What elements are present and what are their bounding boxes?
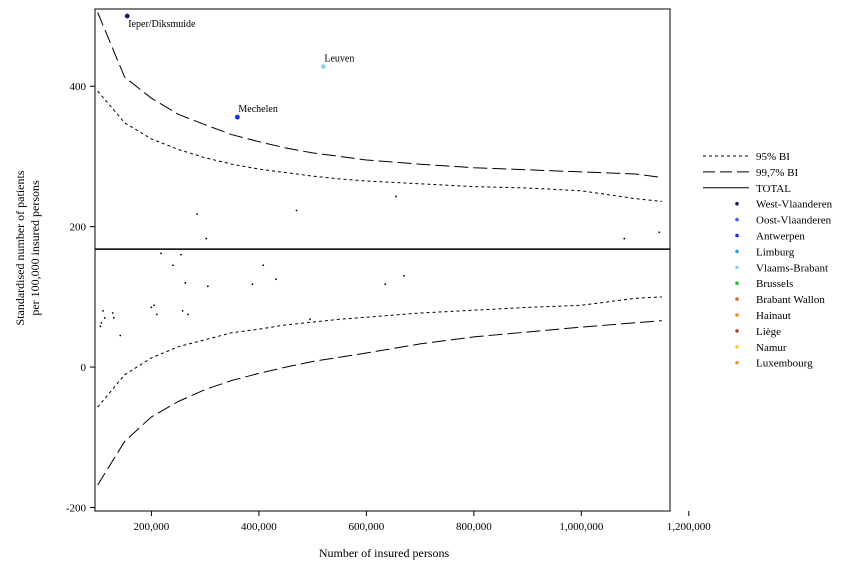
data-point <box>150 306 153 309</box>
legend-label: Liège <box>756 326 781 338</box>
x-tick-label: 1,000,000 <box>559 521 604 533</box>
legend-marker <box>735 249 739 254</box>
legend-marker <box>735 265 739 270</box>
data-point <box>395 195 397 198</box>
legend-label: Brussels <box>756 278 793 290</box>
data-point <box>262 264 265 267</box>
legend-marker <box>735 345 739 349</box>
data-point <box>103 317 106 319</box>
legend-label: 95% BI <box>756 151 790 163</box>
data-point <box>205 237 208 240</box>
legend-label: Brabant Wallon <box>756 294 825 306</box>
point-label: Leuven <box>324 54 354 65</box>
data-point <box>181 310 184 312</box>
legend-marker <box>735 329 739 333</box>
x-axis-title: Number of insured persons <box>319 546 450 560</box>
data-point <box>112 317 115 319</box>
y-axis-title-line-2: per 100,000 insured persons <box>28 180 42 316</box>
legend-marker <box>735 281 739 286</box>
legend-label: Limburg <box>756 246 795 258</box>
y-tick-label: 200 <box>70 222 87 234</box>
x-tick-label: 1,200,000 <box>667 521 712 533</box>
data-point <box>403 274 405 277</box>
data-point <box>184 281 187 284</box>
data-point-highlighted <box>320 64 326 69</box>
legend-label: TOTAL <box>756 183 791 195</box>
legend-label: West-Vlaanderen <box>756 199 833 211</box>
data-point <box>99 325 102 328</box>
y-tick-label: -200 <box>66 502 87 514</box>
x-tick-label: 800,000 <box>456 521 492 533</box>
y-axis-title-line-1: Standardised number of patients <box>13 170 27 325</box>
data-point <box>187 313 189 316</box>
legend-label: Namur <box>756 342 787 354</box>
legend-label: Vlaams-Brabant <box>756 262 828 274</box>
data-point <box>658 231 661 234</box>
data-point-highlighted <box>235 114 240 120</box>
legend-marker <box>735 313 739 317</box>
legend-marker <box>735 233 739 238</box>
data-point <box>206 285 209 288</box>
data-point <box>251 283 254 286</box>
x-tick-label: 200,000 <box>134 521 170 533</box>
legend-label: 99,7% BI <box>756 167 799 179</box>
data-point <box>295 209 298 212</box>
lower-997-limit-line <box>97 320 662 486</box>
y-axis: -200 0 200 400 <box>66 9 96 514</box>
data-point <box>160 252 162 255</box>
data-point-highlighted <box>124 13 130 19</box>
point-label: Mechelen <box>238 104 277 115</box>
x-tick-label: 400,000 <box>241 521 277 533</box>
x-axis: 200,000 400,000 600,000 800,000 1,000,000 1,2… <box>95 510 712 533</box>
data-point <box>309 318 311 321</box>
upper-997-limit-line <box>97 12 662 178</box>
data-point <box>119 334 122 337</box>
data-point <box>155 313 158 316</box>
y-tick-label: 400 <box>70 81 87 93</box>
data-point <box>623 237 626 240</box>
data-point <box>180 253 182 256</box>
legend-label: Antwerpen <box>756 231 805 243</box>
data-point <box>111 312 114 314</box>
legend-marker <box>735 360 739 365</box>
data-point <box>100 321 103 324</box>
data-point <box>102 310 104 312</box>
y-tick-label: 0 <box>81 362 87 374</box>
data-point <box>384 283 387 286</box>
legend-label: Oost-Vlaanderen <box>756 215 832 227</box>
point-label: Ieper/Diksmuide <box>128 19 196 30</box>
legend-marker <box>735 201 739 206</box>
data-point <box>275 278 277 281</box>
legend: 95% BI 99,7% BI TOTAL West-Vlaanderen Oost-V… <box>703 151 833 370</box>
upper-95-limit-line <box>97 90 662 202</box>
data-point <box>172 264 174 267</box>
x-tick-label: 600,000 <box>349 521 385 533</box>
data-point <box>196 213 199 215</box>
legend-marker <box>735 217 739 222</box>
data-point <box>153 304 156 307</box>
legend-label: Hainaut <box>756 310 791 322</box>
legend-marker <box>735 297 739 301</box>
legend-label: Luxembourg <box>756 358 813 370</box>
